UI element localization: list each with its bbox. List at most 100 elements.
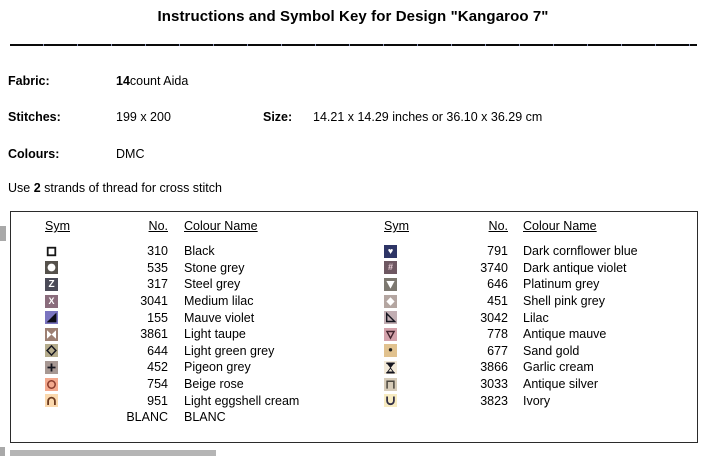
- symbol-swatch: [384, 294, 397, 308]
- key-row: #3740 Dark antique violet: [384, 260, 689, 277]
- key-row: 310 Black: [45, 243, 375, 260]
- symbol-swatch: ♥: [384, 244, 397, 258]
- sym-column-header: Sym: [384, 219, 409, 233]
- fabric-row: Fabric: 14 count Aida: [8, 74, 188, 89]
- colour-name: Sand gold: [523, 343, 580, 358]
- screen-edge-artifact: [0, 447, 5, 456]
- thread-number: 3866: [480, 360, 508, 375]
- strands-note-suffix: strands of thread for cross stitch: [40, 181, 222, 195]
- thread-number: 310: [147, 244, 168, 259]
- thread-number: 754: [147, 377, 168, 392]
- fabric-count-value: 14: [116, 74, 130, 88]
- thread-number: 452: [147, 360, 168, 375]
- symbol-swatch: [384, 360, 397, 374]
- symbol-swatch: Z: [45, 277, 58, 291]
- thread-number: 535: [147, 260, 168, 275]
- diamond-filled-symbol: [384, 294, 397, 308]
- key-row: 754 Beige rose: [45, 376, 375, 393]
- key-row: 535 Stone grey: [45, 260, 375, 277]
- title-divider-line: [10, 44, 697, 46]
- stitches-value: 199 x 200: [116, 110, 171, 124]
- symbol-swatch: #: [384, 261, 397, 275]
- symbol-swatch: [45, 394, 58, 408]
- hash-symbol: #: [384, 261, 397, 275]
- key-row: 3042 Lilac: [384, 309, 689, 326]
- page-title: Instructions and Symbol Key for Design "…: [157, 8, 549, 25]
- thread-number: 3042: [480, 310, 508, 325]
- symbol-swatch: [384, 277, 397, 291]
- thread-number: 3740: [480, 260, 508, 275]
- cup-symbol: [384, 394, 397, 408]
- thread-number: 3823: [480, 393, 508, 408]
- colour-name: Shell pink grey: [523, 294, 605, 309]
- symbol-swatch: [45, 410, 58, 424]
- key-row: 451 Shell pink grey: [384, 293, 689, 310]
- thread-number: 451: [487, 294, 508, 309]
- colour-name: Pigeon grey: [184, 360, 251, 375]
- symbol-swatch: [45, 311, 58, 325]
- key-row: 155 Mauve violet: [45, 309, 375, 326]
- symbol-swatch: [45, 261, 58, 275]
- size-value: 14.21 x 14.29 inches or 36.10 x 36.29 cm: [313, 110, 543, 124]
- key-row: Z 317 Steel grey: [45, 276, 375, 293]
- colour-name: Medium lilac: [184, 294, 254, 309]
- symbol-key-column-left: Sym No. Colour Name 310 Black 535 Stone gre…: [45, 219, 375, 426]
- thread-number: 646: [487, 277, 508, 292]
- hourglass-symbol: [384, 360, 397, 374]
- colour-name: Garlic cream: [523, 360, 594, 375]
- symbol-swatch: [384, 344, 397, 358]
- triangle-lower-left-outline-symbol: [384, 311, 397, 325]
- thread-number: 778: [487, 327, 508, 342]
- stitches-label: Stitches:: [8, 110, 61, 124]
- stitches-row: Stitches: 199 x 200 Size: 14.21 x 14.29 inc…: [8, 110, 542, 125]
- key-row: 677 Sand gold: [384, 343, 689, 360]
- dot-symbol: [384, 344, 397, 358]
- colour-name: Antique mauve: [523, 327, 607, 342]
- colour-name: Light green grey: [184, 343, 275, 358]
- colour-name: Dark cornflower blue: [523, 244, 638, 259]
- cross-x-symbol: X: [45, 294, 58, 308]
- key-table-header: Sym No. Colour Name: [45, 219, 375, 233]
- colour-name: Ivory: [523, 393, 551, 408]
- symbol-key-table: Sym No. Colour Name 310 Black 535 Stone gre…: [10, 211, 698, 443]
- key-row: 951 Light eggshell cream: [45, 392, 375, 409]
- symbol-swatch: [384, 311, 397, 325]
- letter-z-symbol: Z: [45, 277, 58, 291]
- strands-note-prefix: Use: [8, 181, 34, 195]
- colour-name: Light eggshell cream: [184, 393, 300, 408]
- colour-name: Platinum grey: [523, 277, 600, 292]
- key-row: 644 Light green grey: [45, 343, 375, 360]
- symbol-swatch: [45, 377, 58, 391]
- colours-row: Colours: DMC: [8, 147, 144, 162]
- symbol-swatch: [384, 377, 397, 391]
- key-row: 3823 Ivory: [384, 392, 689, 409]
- cropped-content-artifact: [10, 450, 216, 456]
- fabric-type-value: count Aida: [129, 74, 189, 88]
- number-column-header: No.: [148, 219, 168, 233]
- symbol-swatch: [45, 344, 58, 358]
- filled-circle-symbol: [45, 261, 58, 275]
- strands-count: 2: [33, 181, 41, 195]
- triangle-lower-right-symbol: [45, 311, 58, 325]
- circle-outline-symbol: [45, 377, 58, 391]
- symbol-swatch: X: [45, 294, 58, 308]
- cap-symbol: [45, 394, 58, 408]
- key-row: 3861 Light taupe: [45, 326, 375, 343]
- colour-name: Mauve violet: [184, 310, 255, 325]
- diamond-outline-symbol: [45, 344, 58, 358]
- colour-name-column-header: Colour Name: [523, 219, 597, 233]
- key-row: 3866 Garlic cream: [384, 359, 689, 376]
- plus-symbol: [45, 360, 58, 374]
- colour-name-column-header: Colour Name: [184, 219, 258, 233]
- thread-number: 3861: [140, 327, 168, 342]
- key-row: 3033 Antique silver: [384, 376, 689, 393]
- size-label: Size:: [263, 110, 293, 124]
- triangle-down-symbol: [384, 277, 397, 291]
- colour-name: Stone grey: [184, 260, 245, 275]
- thread-number: 317: [147, 277, 168, 292]
- blank-symbol: [45, 410, 58, 424]
- thread-number: BLANC: [126, 410, 168, 425]
- thread-number: 3041: [140, 294, 168, 309]
- key-row: X 3041 Medium lilac: [45, 293, 375, 310]
